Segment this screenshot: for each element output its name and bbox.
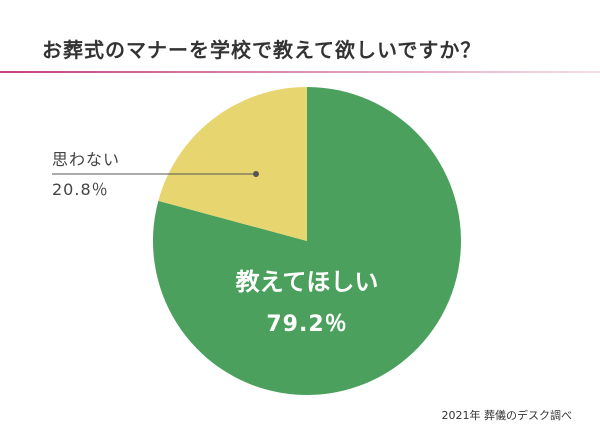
chart-title: お葬式のマナーを学校で教えて欲しいですか？	[42, 38, 482, 62]
slice-label-1: 思わない	[52, 150, 120, 169]
slice-label-0: 教えてほしい	[236, 268, 379, 296]
slice-value-1: 20.8％	[52, 180, 109, 199]
pie-slice-0	[152, 87, 461, 396]
leader-dot	[253, 171, 259, 177]
slice-value-0: 79.2％	[266, 312, 347, 337]
title-divider	[0, 71, 600, 73]
pie-slice-1	[158, 87, 307, 241]
source-note: 2021年 葬儀のデスク調べ	[441, 409, 573, 422]
